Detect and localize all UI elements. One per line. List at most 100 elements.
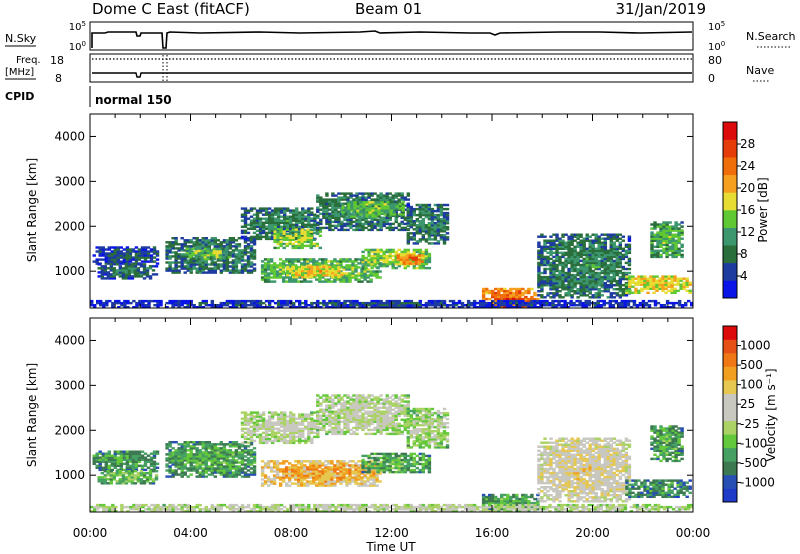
power-panel-cell bbox=[676, 289, 680, 293]
power-panel-cell bbox=[552, 292, 556, 295]
power-panel-cell bbox=[168, 269, 172, 272]
power-panel-cell bbox=[210, 237, 215, 240]
power-panel-cell bbox=[521, 291, 525, 295]
power-panel-cell bbox=[234, 267, 239, 270]
power-panel-cell bbox=[189, 261, 193, 264]
power-panel-cell bbox=[261, 223, 266, 227]
power-panel-cell bbox=[679, 287, 683, 291]
power-panel-cell bbox=[609, 263, 614, 267]
power-panel-cell bbox=[418, 211, 423, 215]
power-panel-cell bbox=[188, 253, 192, 257]
power-panel-cell bbox=[285, 236, 289, 240]
power-panel-cell bbox=[307, 221, 311, 225]
power-panel-cell bbox=[298, 225, 302, 229]
power-panel-cell bbox=[279, 209, 284, 212]
power-panel-cell bbox=[186, 263, 190, 266]
power-panel-cell bbox=[318, 274, 322, 277]
power-panel-cell bbox=[225, 241, 230, 244]
power-panel-cell bbox=[365, 213, 369, 216]
power-panel-cell bbox=[255, 299, 260, 303]
power-panel-cell bbox=[286, 221, 290, 225]
power-panel-cell bbox=[385, 260, 389, 264]
velocity-panel-cell bbox=[142, 472, 147, 475]
velocity-panel-cell bbox=[140, 464, 145, 468]
power-panel-cell bbox=[358, 304, 362, 307]
power-panel-cell bbox=[599, 299, 603, 303]
power-panel-cell bbox=[527, 297, 531, 301]
velocity-panel-cell bbox=[146, 454, 151, 457]
power-panel-cell bbox=[391, 304, 395, 307]
velocity-panel-cell bbox=[119, 458, 124, 462]
power-panel-cell bbox=[373, 304, 377, 307]
power-panel-cell bbox=[402, 258, 407, 261]
velocity-panel-cell bbox=[146, 458, 151, 462]
power-panel-cell bbox=[615, 288, 620, 291]
power-panel-cell bbox=[107, 260, 112, 263]
power-panel-cell bbox=[356, 205, 360, 208]
power-panel-cell bbox=[283, 215, 287, 218]
power-panel-cell bbox=[382, 262, 386, 266]
power-panel-cell bbox=[270, 233, 275, 237]
power-panel-cell bbox=[294, 260, 298, 263]
power-panel-cell bbox=[418, 266, 423, 270]
power-panel-cell bbox=[145, 273, 150, 276]
power-panel-cell bbox=[412, 224, 417, 227]
power-panel-cell bbox=[587, 299, 591, 303]
power-panel-cell bbox=[273, 246, 277, 250]
power-panel-cell bbox=[246, 299, 251, 303]
velocity-panel-cell bbox=[106, 482, 111, 485]
power-panel-cell bbox=[300, 246, 304, 250]
power-panel-cell bbox=[288, 260, 292, 263]
power-panel-cell bbox=[665, 243, 669, 247]
power-panel-cell bbox=[349, 194, 353, 197]
power-panel-cell bbox=[201, 267, 206, 270]
power-panel-cell bbox=[397, 264, 401, 268]
power-panel-cell bbox=[361, 216, 365, 220]
power-panel-cell bbox=[433, 203, 438, 207]
power-panel-cell bbox=[328, 198, 332, 201]
power-panel-cell bbox=[353, 207, 357, 210]
power-panel-cell bbox=[237, 243, 242, 246]
power-panel-cell bbox=[303, 278, 307, 281]
power-panel-cell bbox=[397, 262, 401, 266]
power-panel-cell bbox=[328, 218, 332, 222]
power-panel-cell bbox=[249, 253, 254, 256]
power-panel-cell bbox=[316, 196, 320, 199]
power-panel-cell bbox=[343, 202, 347, 205]
power-panel-cell bbox=[292, 225, 296, 229]
power-panel-cell bbox=[403, 254, 408, 258]
power-panel-cell bbox=[624, 243, 629, 247]
power-panel-cell bbox=[304, 267, 308, 271]
power-panel-cell bbox=[379, 218, 383, 222]
power-panel-cell bbox=[442, 228, 447, 231]
power-panel-cell bbox=[650, 223, 654, 226]
power-panel-cell bbox=[98, 252, 102, 255]
power-panel-cell bbox=[189, 267, 193, 270]
power-panel-cell bbox=[643, 275, 647, 278]
power-panel-cell bbox=[647, 299, 652, 303]
power-panel-cell bbox=[318, 258, 322, 261]
power-panel-cell bbox=[313, 225, 317, 229]
power-panel-cell bbox=[206, 253, 211, 257]
power-panel-cell bbox=[297, 232, 301, 236]
power-panel-cell bbox=[337, 267, 341, 271]
power-panel-cell bbox=[361, 226, 365, 230]
power-panel-cell bbox=[391, 248, 395, 252]
power-panel-cell bbox=[612, 253, 617, 257]
power-panel-cell bbox=[409, 220, 414, 223]
power-panel-cell bbox=[587, 304, 591, 307]
power-panel-cell bbox=[394, 256, 398, 260]
power-panel-cell bbox=[298, 299, 302, 303]
power-panel-cell bbox=[209, 253, 214, 257]
power-panel-cell bbox=[343, 299, 347, 303]
power-panel-cell bbox=[174, 237, 178, 240]
power-panel-cell bbox=[249, 263, 254, 266]
power-panel-cell bbox=[243, 231, 248, 235]
power-panel-cell bbox=[261, 231, 266, 235]
power-panel-cell bbox=[295, 219, 299, 222]
power-panel-cell bbox=[372, 270, 376, 273]
power-panel-cell bbox=[358, 224, 362, 228]
power-panel-cell bbox=[677, 299, 682, 303]
power-panel-cell bbox=[337, 210, 341, 214]
power-panel-cell bbox=[346, 192, 350, 195]
